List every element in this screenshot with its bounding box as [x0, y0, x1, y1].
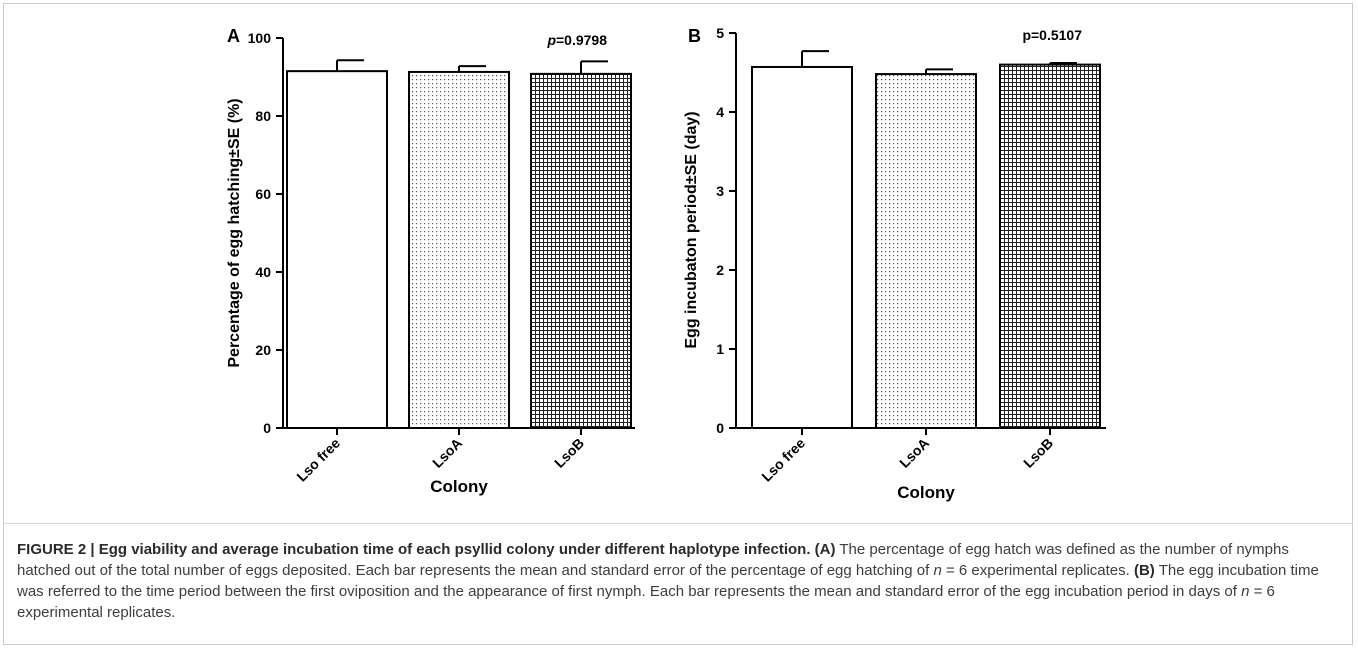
caption-n-b: n — [1241, 583, 1250, 600]
y-tick-label: 0 — [263, 420, 271, 436]
y-tick-label: 0 — [716, 420, 724, 436]
caption-label-a: (A) — [814, 541, 836, 558]
p-value-prefix: p — [546, 32, 556, 48]
x-tick-label: Lso free — [293, 435, 343, 485]
x-tick-label: LsoA — [896, 435, 932, 471]
figure-caption: FIGURE 2 | Egg viability and average inc… — [17, 539, 1342, 623]
y-axis-title: Egg incubaton period±SE (day) — [683, 111, 700, 348]
caption-heading: FIGURE 2 | Egg viability and average inc… — [17, 541, 811, 558]
y-tick-label: 80 — [255, 108, 271, 124]
x-axis-title: Colony — [897, 483, 955, 502]
bar-lsoa — [875, 73, 977, 430]
y-tick-label: 60 — [255, 186, 271, 202]
y-tick-label: 1 — [716, 341, 724, 357]
y-tick-label: 20 — [255, 342, 271, 358]
caption-label-b: (B) — [1133, 562, 1155, 579]
bar-lsob — [999, 63, 1101, 429]
caption-n-a: n — [933, 562, 942, 579]
x-axis-title: Colony — [430, 477, 488, 496]
y-tick-label: 2 — [716, 262, 724, 278]
caption-divider — [3, 523, 1353, 524]
x-tick-label: LsoB — [1020, 435, 1056, 471]
chart-panel-a: A 0 20 40 60 80 100 Lso free LsoA LsoB Percenta… — [226, 26, 635, 496]
p-value-annotation: p=0.5107 — [1022, 27, 1082, 43]
panel-label-b: B — [688, 26, 701, 46]
y-tick-label: 100 — [248, 30, 272, 46]
caption-heading-line: FIGURE 2 | Egg viability and average inc… — [17, 539, 1342, 623]
y-tick-label: 40 — [255, 264, 271, 280]
x-tick-label: LsoA — [429, 435, 465, 471]
bar-lso-free — [286, 70, 388, 430]
chart-panel-b: B 0 1 2 3 4 5 Lso free LsoA LsoB Egg incubaton … — [683, 25, 1106, 502]
p-value-text: =0.9798 — [556, 32, 607, 48]
y-tick-label: 5 — [716, 25, 724, 41]
figure-frame — [3, 3, 1353, 645]
bar-lsoa — [408, 70, 510, 430]
y-tick-label: 4 — [716, 104, 724, 120]
x-tick-label: Lso free — [758, 435, 808, 485]
bars — [751, 50, 1101, 430]
bars — [286, 59, 632, 430]
y-axis-title: Percentage of egg hatching±SE (%) — [226, 98, 243, 367]
p-value-text: p=0.5107 — [1022, 27, 1082, 43]
caption-text-a-1: The percentage of egg hatch was defined … — [17, 541, 1289, 579]
x-tick-label: LsoB — [551, 435, 587, 471]
y-axis-ticks: 0 1 2 3 4 5 — [716, 25, 736, 436]
caption-text-a-2: = 6 experimental replicates. — [941, 562, 1134, 579]
y-axis-ticks: 0 20 40 60 80 100 — [248, 30, 283, 436]
caption-text-b-1: The egg incubation time was referred to … — [17, 562, 1319, 600]
bar-lsob — [530, 72, 632, 429]
y-tick-label: 3 — [716, 183, 724, 199]
x-axis-ticks: Lso free LsoA LsoB — [758, 428, 1056, 485]
p-value-annotation: p=0.9798 — [546, 32, 607, 48]
bar-lso-free — [751, 65, 853, 429]
caption-text-b-2: = 6 experimental replicates. — [17, 583, 1275, 621]
panel-label-a: A — [227, 26, 240, 46]
